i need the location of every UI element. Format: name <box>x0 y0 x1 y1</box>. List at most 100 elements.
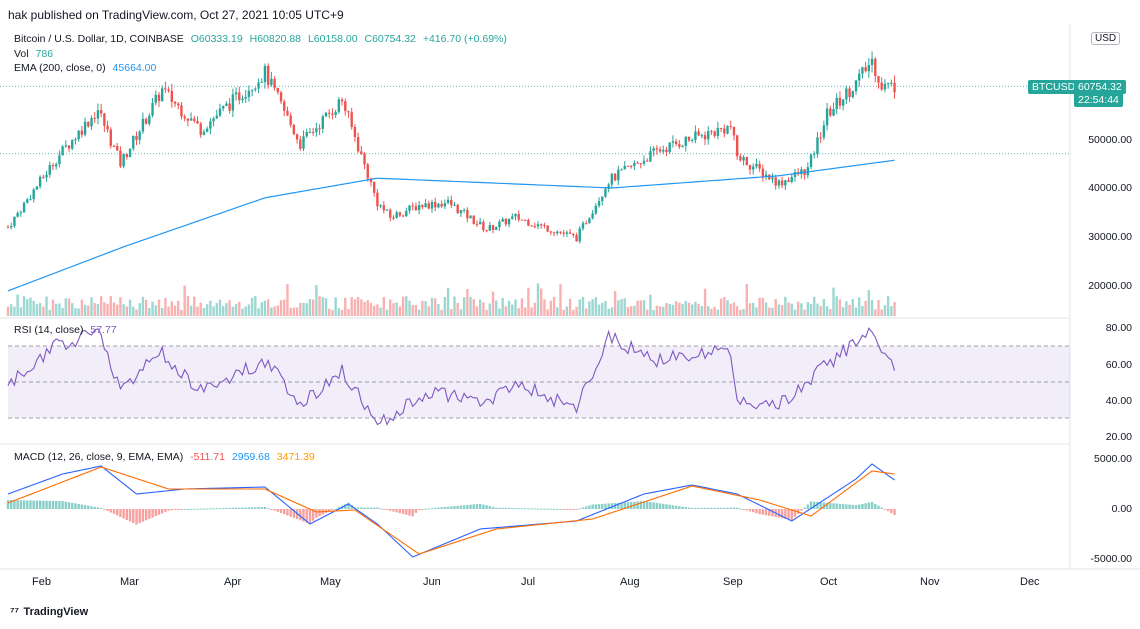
macd-histogram-bar <box>665 504 668 509</box>
macd-histogram-bar <box>440 507 443 509</box>
volume-bar <box>401 296 405 316</box>
candle-body <box>745 157 748 166</box>
price-axis-label: 50000.00 <box>1088 134 1132 146</box>
candle-body <box>690 140 694 142</box>
macd-histogram-bar <box>787 509 790 520</box>
candle-body <box>103 113 106 126</box>
macd-histogram-bar <box>99 508 103 509</box>
candle-body <box>87 121 90 127</box>
volume-bar <box>266 299 270 316</box>
macd-histogram-bar <box>225 507 228 509</box>
macd-histogram-bar <box>584 506 588 509</box>
volume-bar <box>186 296 190 316</box>
tradingview-logo[interactable]: ⁷⁷ TradingView <box>10 602 88 620</box>
currency-button[interactable]: USD <box>1091 32 1121 45</box>
month-label: Apr <box>224 576 242 588</box>
volume-bar <box>530 307 533 316</box>
volume-bar <box>498 308 501 316</box>
volume-bar <box>311 299 315 316</box>
macd-histogram-bar <box>491 506 495 509</box>
macd-histogram-bar <box>103 509 106 510</box>
candle-body <box>880 82 883 90</box>
volume-bar <box>707 306 710 316</box>
macd-histogram-bar <box>302 509 305 522</box>
tv-logo-text: TradingView <box>23 606 89 618</box>
macd-histogram-bar <box>890 509 893 514</box>
candle-body <box>189 118 193 121</box>
macd-histogram-bar <box>478 503 482 509</box>
volume-bar <box>684 300 687 316</box>
macd-histogram-bar <box>408 509 411 516</box>
macd-histogram-bar <box>414 509 418 513</box>
candle-body <box>372 182 376 193</box>
candle-body <box>610 173 614 185</box>
macd-histogram-bar <box>328 509 331 512</box>
volume-bar <box>270 307 273 316</box>
candle-body <box>247 90 251 98</box>
candle-body <box>289 115 292 125</box>
candle-body <box>671 141 675 143</box>
volume-bar <box>164 297 167 316</box>
volume-bar <box>482 302 485 316</box>
candle-body <box>154 94 157 103</box>
candle-body <box>893 82 896 93</box>
candle-body <box>874 58 877 77</box>
macd-histogram-bar <box>591 504 594 509</box>
volume-bar <box>77 308 80 316</box>
candle-body <box>684 137 687 146</box>
volume-bar <box>42 306 45 316</box>
volume-bar <box>141 296 145 316</box>
candle-body <box>498 221 501 228</box>
macd-histogram-bar <box>212 508 215 510</box>
macd-histogram-bar <box>395 509 398 513</box>
candle-body <box>45 174 48 178</box>
volume-bar <box>22 296 26 316</box>
candle-body <box>276 87 280 93</box>
volume-bar <box>694 301 697 316</box>
candle-body <box>344 101 347 112</box>
volume-bar <box>793 309 797 316</box>
macd-histogram-bar <box>283 509 286 515</box>
macd-histogram-bar <box>726 507 729 509</box>
macd-histogram-bar <box>173 509 177 510</box>
candle-body <box>459 209 463 214</box>
macd-histogram-bar <box>299 509 302 521</box>
macd-histogram-bar <box>45 500 48 509</box>
macd-line <box>7 463 895 558</box>
macd-histogram-bar <box>678 506 681 509</box>
macd-histogram-bar <box>392 509 395 512</box>
candle-body <box>742 157 745 161</box>
candle-body <box>777 180 781 186</box>
candle-body <box>19 212 23 214</box>
volume-bar <box>344 297 347 316</box>
volume-bar <box>559 284 562 316</box>
candle-body <box>748 165 752 170</box>
volume-bar <box>822 299 826 316</box>
macd-histogram-bar <box>29 500 32 509</box>
volume-bar <box>758 297 761 316</box>
volume-bar <box>800 303 803 316</box>
volume-bar <box>106 303 109 316</box>
candle-body <box>222 105 225 109</box>
symbol-tag: BTCUSD <box>1028 80 1080 94</box>
macd-histogram-bar <box>800 509 803 511</box>
volume-bar <box>636 300 639 316</box>
candle-body <box>774 177 777 186</box>
volume-bar <box>372 305 376 316</box>
macd-histogram-bar <box>642 501 646 509</box>
macd-histogram-bar <box>347 502 350 509</box>
candle-body <box>337 99 341 112</box>
macd-histogram-bar <box>177 509 180 510</box>
macd-histogram-bar <box>690 508 694 509</box>
macd-histogram-bar <box>498 507 501 509</box>
macd-histogram-bar <box>459 505 463 509</box>
candle-body <box>527 219 530 226</box>
candle-body <box>450 199 453 206</box>
volume-bar <box>533 302 536 316</box>
volume-bar <box>205 304 209 316</box>
macd-histogram-bar <box>649 501 652 509</box>
candle-body <box>209 121 212 129</box>
volume-bar <box>761 297 765 316</box>
volume-bar <box>658 306 662 316</box>
